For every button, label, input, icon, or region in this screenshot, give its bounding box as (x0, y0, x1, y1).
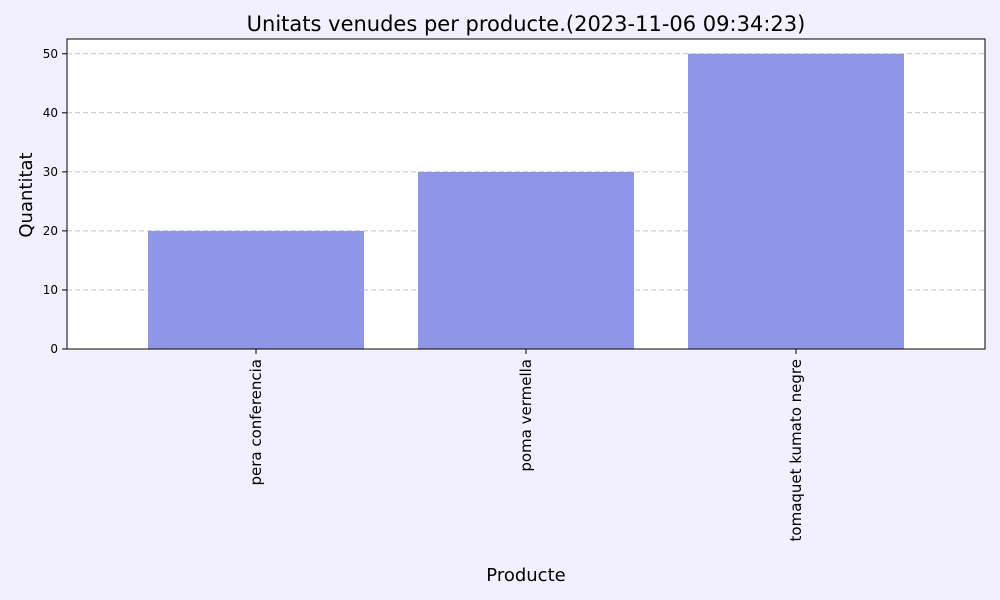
y-tick-label: 40 (43, 106, 58, 120)
x-tick-label: tomaquet kumato negre (787, 359, 805, 541)
y-tick-label: 50 (43, 47, 58, 61)
y-tick-label: 30 (43, 165, 58, 179)
bar-pera-conferencia (148, 230, 364, 349)
y-axis-label: Quantitat (16, 152, 37, 237)
x-tick-label: pera conferencia (247, 359, 265, 486)
y-axis-ticks: 0 10 20 30 40 50 (43, 47, 67, 356)
x-axis-label: Producte (486, 565, 565, 586)
bars (148, 53, 904, 350)
x-axis-ticks: pera conferencia poma vermella tomaquet ku… (247, 349, 805, 541)
y-tick-label: 20 (43, 224, 58, 238)
bar-poma-vermella (418, 171, 634, 349)
chart-title: Unitats venudes per producte.(2023-11-06… (247, 12, 806, 36)
bar-tomaquet-kumato-negre (688, 53, 904, 350)
y-tick-label: 10 (43, 283, 58, 297)
y-tick-label: 0 (50, 342, 58, 356)
x-tick-label: poma vermella (517, 359, 535, 472)
